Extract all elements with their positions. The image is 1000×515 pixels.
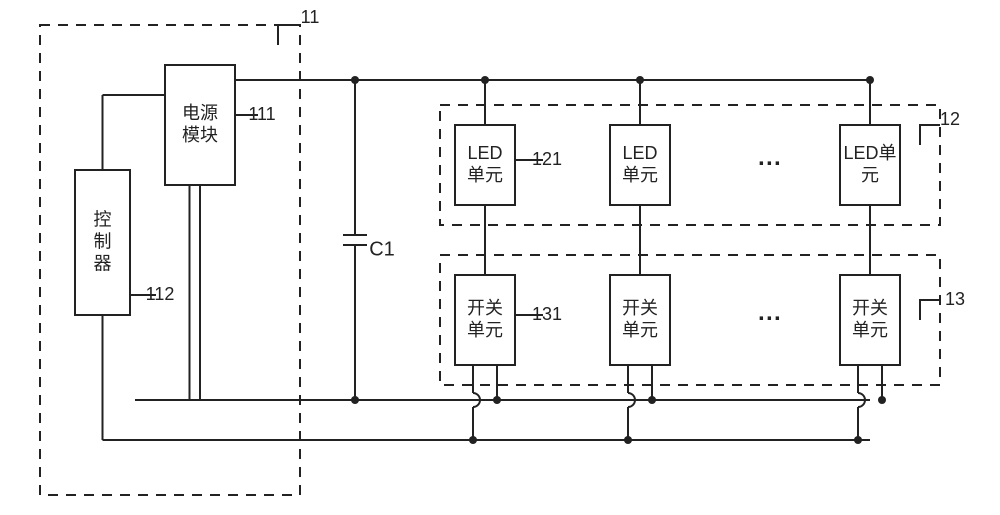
- svg-text:12: 12: [940, 109, 960, 129]
- svg-text:···: ···: [758, 150, 782, 177]
- svg-text:电源: 电源: [182, 103, 218, 123]
- svg-text:11: 11: [301, 7, 320, 27]
- canvas-bg: [0, 0, 1000, 515]
- svg-text:元: 元: [861, 165, 879, 185]
- svg-text:112: 112: [146, 284, 175, 304]
- svg-text:开关: 开关: [852, 298, 888, 318]
- svg-text:···: ···: [758, 305, 782, 332]
- svg-text:单元: 单元: [622, 165, 658, 185]
- circuit-diagram: 111213C1电源模块111控制器112LED单元开关单元121131LED单…: [0, 0, 1000, 515]
- svg-text:单元: 单元: [467, 320, 503, 340]
- svg-text:控: 控: [94, 209, 112, 229]
- svg-text:单元: 单元: [852, 320, 888, 340]
- svg-text:131: 131: [532, 304, 562, 324]
- svg-text:器: 器: [94, 253, 112, 273]
- svg-text:单元: 单元: [622, 320, 658, 340]
- svg-text:LED: LED: [622, 143, 657, 163]
- svg-text:C1: C1: [369, 238, 395, 260]
- svg-text:LED单: LED单: [843, 143, 896, 163]
- svg-text:111: 111: [248, 104, 275, 124]
- svg-text:LED: LED: [467, 143, 502, 163]
- svg-text:单元: 单元: [467, 165, 503, 185]
- svg-text:121: 121: [532, 149, 562, 169]
- svg-text:13: 13: [945, 289, 965, 309]
- svg-text:模块: 模块: [182, 125, 218, 145]
- svg-text:制: 制: [94, 231, 112, 251]
- svg-text:开关: 开关: [467, 298, 503, 318]
- svg-text:开关: 开关: [622, 298, 658, 318]
